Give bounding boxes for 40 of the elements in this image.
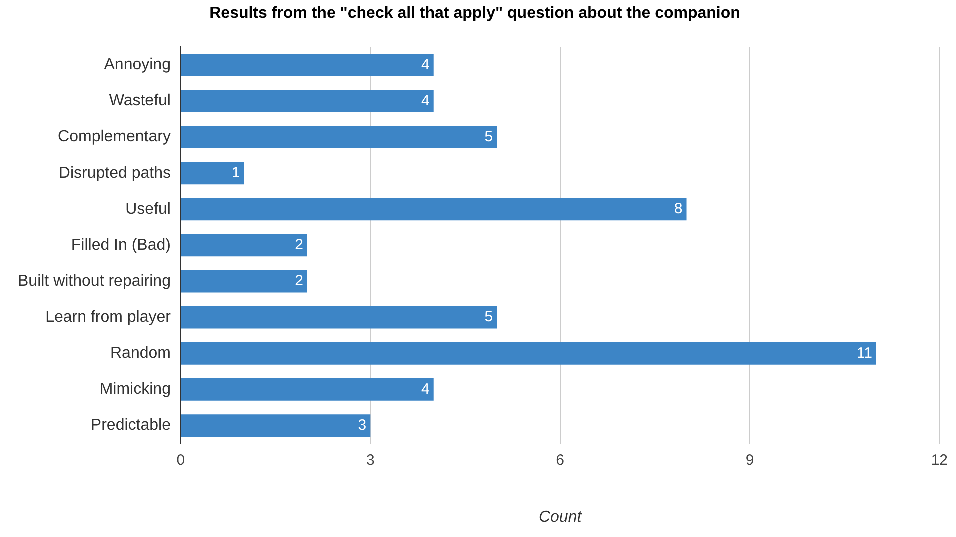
- bar: [181, 198, 687, 221]
- y-tick-label: Disrupted paths: [58, 164, 171, 182]
- bar: [181, 270, 308, 293]
- data-label: 1: [232, 164, 240, 182]
- data-label: 5: [484, 128, 494, 146]
- y-tick-label: Annoying: [104, 56, 171, 74]
- x-tick-label: 3: [366, 452, 375, 469]
- x-tick-label: 0: [176, 452, 186, 469]
- y-tick-label: Random: [110, 345, 171, 362]
- data-label: 8: [674, 200, 683, 218]
- bar: [181, 162, 244, 185]
- y-tick-label: Filled In (Bad): [71, 236, 171, 254]
- y-tick-label: Complementary: [58, 128, 171, 146]
- y-tick-label: Useful: [126, 200, 171, 218]
- bar: [181, 414, 371, 437]
- data-label: 4: [422, 380, 430, 398]
- data-label: 5: [484, 308, 494, 326]
- bar: [181, 54, 434, 76]
- data-label: 4: [422, 56, 430, 74]
- bar: [181, 342, 876, 365]
- data-label: 2: [295, 272, 304, 290]
- y-tick-label: Predictable: [90, 417, 172, 434]
- data-label: 3: [358, 416, 367, 434]
- y-tick-label: Learn from player: [46, 309, 172, 326]
- x-tick-label: 9: [746, 452, 754, 469]
- bar: [181, 234, 308, 257]
- chart-title: Results from the "check all that apply" question about the companion: [210, 5, 740, 22]
- x-tick-label: 6: [556, 452, 564, 469]
- bar: [181, 306, 498, 329]
- y-tick-label: Mimicking: [100, 381, 171, 398]
- x-tick-label: 12: [931, 452, 948, 469]
- bar: [181, 90, 434, 112]
- data-label: 2: [295, 236, 304, 254]
- y-tick-label: Built without repairing: [18, 272, 171, 290]
- bar: [181, 126, 498, 149]
- data-label: 4: [422, 92, 430, 110]
- y-tick-label: Wasteful: [109, 92, 171, 110]
- bar: [181, 378, 434, 401]
- x-axis-title: Count: [538, 508, 582, 526]
- data-label: 11: [856, 344, 872, 362]
